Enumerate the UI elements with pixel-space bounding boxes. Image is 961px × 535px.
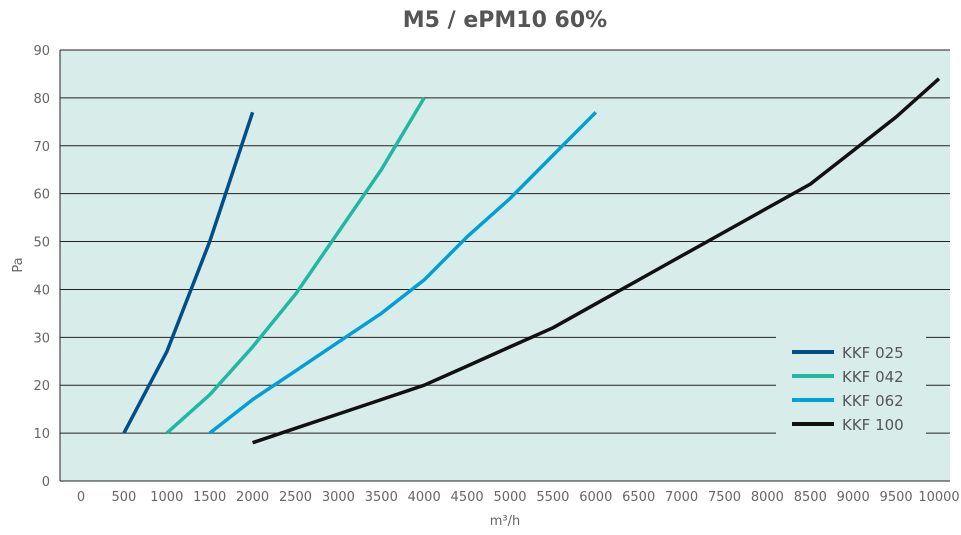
y-tick-label: 40	[33, 283, 50, 298]
x-axis-label: m³/h	[490, 514, 521, 529]
x-tick-label: 4500	[451, 490, 484, 505]
legend-label: KKF 100	[842, 416, 904, 434]
y-tick-label: 20	[33, 379, 50, 394]
x-tick-label: 5000	[493, 490, 526, 505]
x-tick-label: 2000	[236, 490, 269, 505]
y-tick-labels: 0 10 20 30 40 50 60 70 80 90	[33, 44, 50, 490]
x-tick-label: 6000	[579, 490, 612, 505]
legend-label: KKF 025	[842, 344, 904, 362]
x-tick-label: 9500	[880, 490, 913, 505]
x-tick-label: 7500	[708, 490, 741, 505]
series-line-kkf-042	[165, 97, 426, 435]
x-tick-label: 0	[77, 490, 85, 505]
y-tick-label: 30	[33, 331, 50, 346]
series-line-kkf-062	[208, 111, 598, 435]
series-lines	[122, 77, 941, 445]
x-tick-labels: 0 500 1000 1500 2000 2500 3000 3500 4000 4500 5000…	[77, 490, 960, 505]
y-tick-label: 60	[33, 188, 50, 203]
x-tick-label: 4000	[408, 490, 441, 505]
series-line-kkf-025	[122, 111, 255, 434]
legend-label: KKF 062	[842, 392, 904, 410]
series-line-kkf-100	[252, 77, 941, 445]
x-tick-label: 2500	[279, 490, 312, 505]
x-tick-label: 3500	[365, 490, 398, 505]
x-tick-label: 8500	[794, 490, 827, 505]
legend: KKF 025 KKF 042 KKF 062 KKF 100	[776, 335, 926, 441]
y-tick-label: 90	[33, 44, 50, 59]
x-tick-label: 6500	[622, 490, 655, 505]
grid-lines	[59, 49, 950, 482]
y-tick-label: 80	[33, 92, 50, 107]
y-tick-label: 50	[33, 236, 50, 251]
x-tick-label: 1000	[150, 490, 183, 505]
x-tick-label: 1500	[193, 490, 226, 505]
x-tick-label: 3000	[322, 490, 355, 505]
y-axis-label: Pa	[11, 257, 26, 272]
x-tick-label: 500	[111, 490, 136, 505]
y-tick-label: 0	[42, 475, 50, 490]
x-tick-label: 9000	[837, 490, 870, 505]
x-tick-label: 7000	[665, 490, 698, 505]
x-tick-label: 10000	[918, 490, 959, 505]
x-tick-label: 5500	[536, 490, 569, 505]
y-tick-label: 10	[33, 427, 50, 442]
legend-label: KKF 042	[842, 368, 904, 386]
x-tick-label: 8000	[751, 490, 784, 505]
chart-title: M5 / ePM10 60%	[403, 8, 607, 33]
y-tick-label: 70	[33, 140, 50, 155]
